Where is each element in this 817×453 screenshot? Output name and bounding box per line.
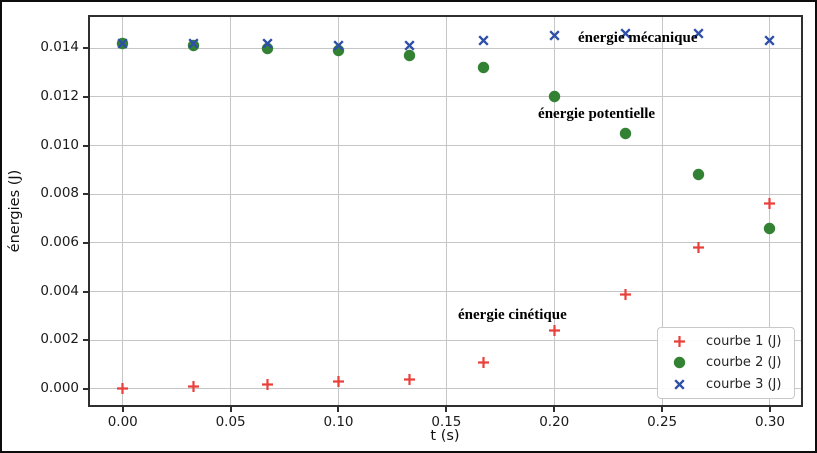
y-tick-label: 0.010: [40, 136, 79, 153]
gridline-vertical: [769, 15, 771, 407]
data-point-courbe-3-j-: [116, 37, 129, 50]
gridline-horizontal: [88, 47, 803, 49]
data-point-courbe-3-j-: [548, 29, 561, 42]
x-tick-label: 0.00: [107, 414, 138, 430]
legend-item-label: courbe 3 (J): [706, 376, 782, 392]
y-tick-label: 0.006: [40, 233, 79, 250]
annotation-energie-cinetique: énergie cinétique: [458, 306, 567, 323]
data-point-courbe-2-j-: [692, 168, 705, 181]
gridline-horizontal: [88, 291, 803, 293]
data-point-courbe-1-j-: [187, 380, 200, 393]
x-tick-mark: [553, 407, 556, 412]
y-tick-label: 0.000: [40, 379, 79, 396]
gridline-vertical: [230, 15, 232, 407]
data-point-courbe-2-j-: [403, 49, 416, 62]
annotation-energie-potentielle: énergie potentielle: [538, 106, 656, 123]
x-tick-mark: [229, 407, 232, 412]
y-tick-label: 0.008: [40, 185, 79, 202]
gridline-horizontal: [88, 96, 803, 98]
gridline-horizontal: [88, 193, 803, 195]
legend-item: courbe 3 (J): [664, 374, 788, 395]
y-tick-label: 0.014: [40, 39, 79, 56]
x-tick-mark: [661, 407, 664, 412]
y-tick-mark: [83, 144, 88, 147]
data-point-courbe-2-j-: [763, 222, 776, 235]
x-axis-label: t (s): [430, 428, 460, 444]
gridline-horizontal: [88, 339, 803, 341]
legend-item-label: courbe 1 (J): [706, 334, 782, 350]
y-tick-mark: [83, 387, 88, 390]
annotation-energie-mecanique: énergie mécanique: [577, 30, 698, 47]
y-tick-label: 0.012: [40, 87, 79, 104]
data-point-courbe-1-j-: [261, 378, 274, 391]
data-point-courbe-2-j-: [619, 127, 632, 140]
legend-item: courbe 2 (J): [664, 352, 788, 373]
data-point-courbe-1-j-: [403, 373, 416, 386]
gridline-vertical: [337, 15, 339, 407]
gridline-vertical: [553, 15, 555, 407]
legend-item-label: courbe 2 (J): [706, 355, 782, 371]
gridline-vertical: [445, 15, 447, 407]
x-tick-mark: [768, 407, 771, 412]
x-tick-label: 0.30: [754, 414, 786, 430]
data-point-courbe-1-j-: [116, 382, 129, 395]
data-point-courbe-2-j-: [548, 90, 561, 103]
data-point-courbe-3-j-: [619, 27, 632, 40]
data-point-courbe-2-j-: [477, 61, 490, 74]
data-point-courbe-1-j-: [332, 375, 345, 388]
gridline-horizontal: [88, 242, 803, 244]
y-tick-mark: [83, 339, 88, 342]
y-tick-label: 0.002: [40, 331, 79, 348]
y-tick-mark: [83, 47, 88, 50]
x-tick-label: 0.25: [647, 414, 678, 430]
y-tick-mark: [83, 95, 88, 98]
gridline-horizontal: [88, 388, 803, 390]
data-point-courbe-1-j-: [548, 324, 561, 337]
legend: courbe 1 (J) courbe 2 (J) courbe 3 (J): [657, 327, 795, 399]
x-marker-icon: [664, 378, 694, 391]
data-point-courbe-2-j-: [187, 39, 200, 52]
data-point-courbe-3-j-: [403, 39, 416, 52]
x-tick-label: 0.10: [323, 414, 354, 430]
data-point-courbe-3-j-: [477, 34, 490, 47]
x-tick-label: 0.20: [539, 414, 570, 430]
data-point-courbe-1-j-: [763, 197, 776, 210]
data-point-courbe-1-j-: [692, 241, 705, 254]
gridline-vertical: [122, 15, 124, 407]
plus-marker-icon: [664, 335, 694, 348]
data-point-courbe-3-j-: [763, 34, 776, 47]
x-tick-label: 0.15: [431, 414, 462, 430]
data-point-courbe-3-j-: [332, 39, 345, 52]
data-point-courbe-1-j-: [477, 356, 490, 369]
y-axis-label: énergies (J): [7, 169, 23, 253]
legend-item: courbe 1 (J): [664, 331, 788, 352]
data-point-courbe-3-j-: [261, 37, 274, 50]
circle-marker-icon: [664, 356, 694, 369]
data-point-courbe-3-j-: [692, 27, 705, 40]
x-tick-label: 0.05: [215, 414, 246, 430]
x-tick-mark: [337, 407, 340, 412]
y-tick-mark: [83, 241, 88, 244]
gridline-vertical: [661, 15, 663, 407]
y-tick-mark: [83, 193, 88, 196]
data-point-courbe-1-j-: [619, 288, 632, 301]
gridline-horizontal: [88, 145, 803, 146]
x-tick-mark: [121, 407, 124, 412]
y-tick-mark: [83, 290, 88, 293]
data-point-courbe-3-j-: [187, 37, 200, 50]
x-tick-mark: [445, 407, 448, 412]
y-tick-label: 0.004: [40, 282, 79, 299]
